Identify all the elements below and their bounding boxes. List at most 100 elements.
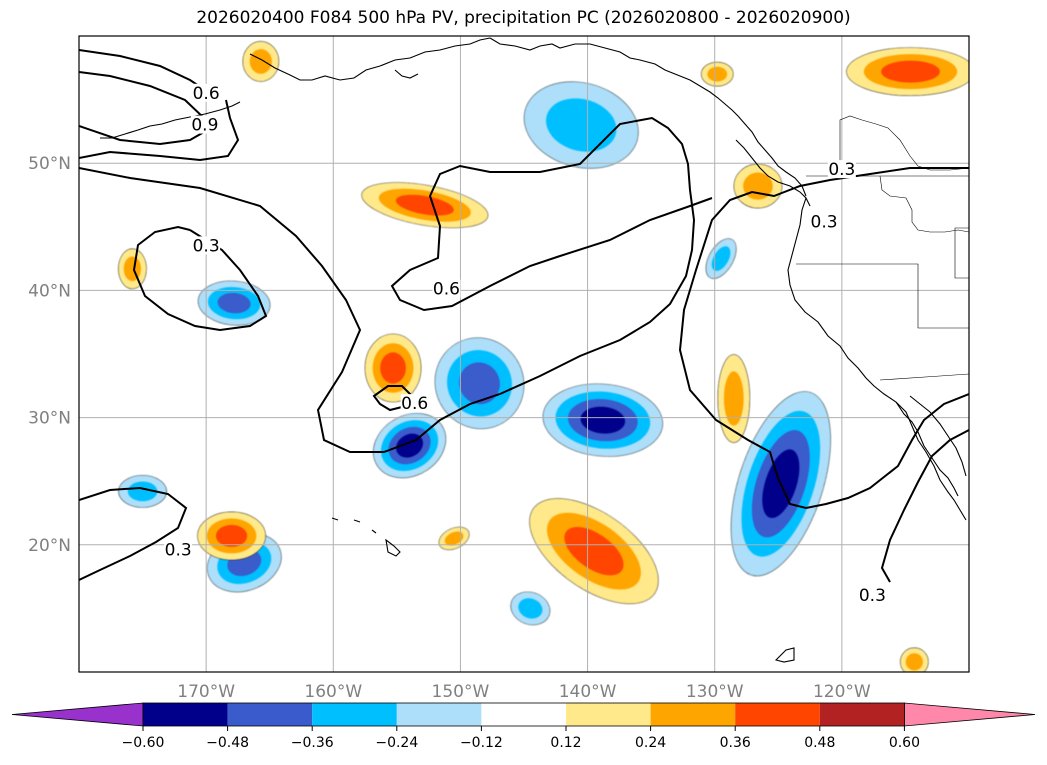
lat-label: 20°N: [28, 536, 71, 556]
precip-anomaly-blob: [717, 354, 751, 443]
precip-anomaly-blob: [733, 163, 783, 209]
colorbar-segment: [650, 703, 736, 726]
baja-peninsula: [895, 401, 959, 497]
contour-label: 0.3: [193, 236, 220, 256]
precip-anomaly-blob: [242, 41, 280, 82]
contour-label: 0.3: [165, 540, 192, 560]
colorbar-tick-label: −0.48: [206, 735, 249, 751]
contour-label: 0.3: [859, 586, 886, 606]
colorbar-segment: [819, 703, 905, 726]
pv-contour-0.3-se: [880, 429, 969, 583]
lon-label: 140°W: [559, 682, 617, 702]
colorbar-tick-label: −0.12: [460, 735, 503, 751]
colorbar-segment: [227, 703, 313, 726]
colorbar-frame: [142, 702, 905, 727]
precip-anomaly-blob: [529, 498, 659, 605]
precip-band: [459, 362, 500, 405]
contour-label: 0.3: [828, 160, 855, 180]
lon-label: 150°W: [432, 682, 490, 702]
contour-label-bg: [192, 83, 221, 102]
pv-contour-layer: [79, 49, 969, 583]
precip-anomaly-blob: [900, 647, 929, 672]
precip-band: [395, 194, 454, 216]
aleutian-islands: [100, 101, 241, 139]
precip-band: [580, 406, 626, 434]
colorbar-segment: [566, 703, 651, 726]
colorbar-tick-label: −0.24: [375, 735, 418, 751]
colorbar-tick-label: 0.60: [889, 735, 920, 751]
lat-label: 30°N: [28, 409, 71, 429]
gulf-of-california: [909, 395, 967, 477]
colorbar-segment: [396, 703, 482, 726]
contour-label-bg: [400, 394, 429, 413]
gridlines: [79, 36, 969, 672]
colorbar-tick-label: 0.36: [720, 735, 751, 751]
pv-contour-0.3-loop: [132, 225, 268, 332]
precip-band: [444, 531, 464, 546]
precip-anomaly-blob: [700, 61, 734, 87]
contour-label-bg: [432, 279, 461, 298]
contour-label-bg: [858, 586, 887, 605]
alaska-coastline: [249, 37, 491, 81]
alaska-coastline-2: [489, 37, 807, 197]
contour-label-bg: [190, 115, 219, 134]
pv-contour-labels: 0.6 0.9 0.3 0.6 0.6 0.3 0.3 0.3 0.3: [164, 83, 887, 606]
hawaii-islands: [331, 517, 401, 557]
precip-band: [905, 653, 923, 671]
contour-label: 0.6: [193, 84, 220, 104]
colorbar-tick-label: 0.24: [635, 735, 666, 751]
small-island: [774, 647, 795, 663]
colorbar-tick-label: 0.12: [550, 735, 581, 751]
colorbar-extend-high: [904, 702, 1036, 727]
colorbar-tick-label: −0.60: [122, 735, 165, 751]
contour-label-bg: [192, 236, 221, 255]
colorbar-segment: [735, 703, 820, 726]
precip-band: [127, 481, 158, 502]
lon-label: 170°W: [177, 682, 235, 702]
bc-coastline: [735, 139, 811, 207]
precip-band: [723, 371, 744, 426]
precip-band: [546, 98, 617, 152]
precip-anomaly-blob: [434, 337, 525, 430]
pv-contour-0.6-loop: [79, 99, 240, 162]
pv-contour-0.6-main: [79, 116, 713, 453]
precip-band: [564, 527, 624, 576]
lon-label: 130°W: [686, 682, 744, 702]
colorbar-segment: [143, 703, 228, 726]
precip-anomaly-blob: [438, 526, 470, 551]
precip-band: [881, 60, 940, 83]
pv-contour-0.3-east: [678, 167, 969, 510]
lat-label: 50°N: [28, 154, 71, 174]
lon-label: 160°W: [304, 682, 362, 702]
lon-label: 120°W: [813, 682, 871, 702]
map-frame: [78, 35, 970, 673]
colorbar-tick-label: −0.36: [291, 735, 334, 751]
kodiak-islands: [394, 69, 419, 79]
precip-band: [711, 246, 731, 271]
precip-band: [123, 256, 142, 282]
precip-anomaly-blob: [542, 383, 663, 457]
precip-band: [707, 66, 728, 82]
pv-contour-0.3-sw: [79, 486, 188, 581]
colorbar-extend-low: [11, 702, 144, 727]
colorbar-segment: [312, 703, 397, 726]
precip-anomaly-blob: [197, 280, 271, 326]
precip-anomaly-blob: [197, 511, 266, 561]
colorbar: −0.60 −0.48 −0.36 −0.24 −0.12 0.12 0.24 0.36 0.4…: [11, 702, 1036, 751]
contour-label: 0.9: [191, 116, 218, 136]
colorbar-segment: [481, 703, 566, 726]
colorbar-tick-label: 0.48: [804, 735, 835, 751]
precip-anomaly-blob: [364, 333, 422, 403]
latitude-labels: 50°N 40°N 30°N 20°N: [28, 154, 71, 556]
precip-band: [518, 598, 543, 619]
contour-label-bg: [810, 212, 839, 231]
precip-anomaly-blob: [705, 238, 737, 279]
precip-anomaly-blob: [361, 182, 489, 229]
chart-title: 2026020400 F084 500 hPa PV, precipitatio…: [196, 8, 851, 28]
precip-anomaly-blob: [523, 81, 639, 169]
contour-label: 0.3: [811, 212, 838, 232]
contour-label-bg: [164, 540, 193, 559]
contour-label: 0.6: [401, 394, 428, 414]
precip-band: [249, 49, 272, 74]
